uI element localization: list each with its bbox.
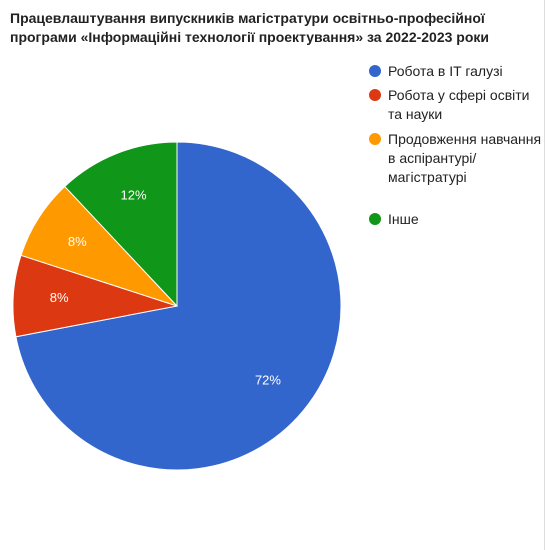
legend-marker — [369, 89, 381, 101]
legend-entry: Продовження навчання в аспірантурі/магіс… — [369, 130, 543, 187]
slice-label: 72% — [255, 373, 281, 388]
pie-slice — [15, 141, 342, 471]
legend-label: Робота у сфері освіти та науки — [388, 87, 530, 122]
slice-label: 8% — [50, 290, 69, 305]
pie-slice — [64, 141, 178, 308]
legend-marker — [369, 213, 381, 225]
legend-label: Робота в IT галузі — [388, 63, 503, 79]
legend-entry: Інше — [369, 210, 543, 229]
legend-entry: Робота у сфері освіти та науки — [369, 86, 543, 124]
legend-entry: Робота в IT галузі — [369, 62, 543, 81]
chart-title: Працевлаштування випускників магістратур… — [10, 10, 490, 45]
legend-label: Інше — [388, 211, 419, 227]
legend-marker — [369, 133, 381, 145]
slice-label: 8% — [68, 234, 87, 249]
legend-marker — [369, 65, 381, 77]
legend-label: Продовження навчання в аспірантурі/магіс… — [388, 131, 542, 185]
slice-label: 12% — [121, 188, 147, 203]
